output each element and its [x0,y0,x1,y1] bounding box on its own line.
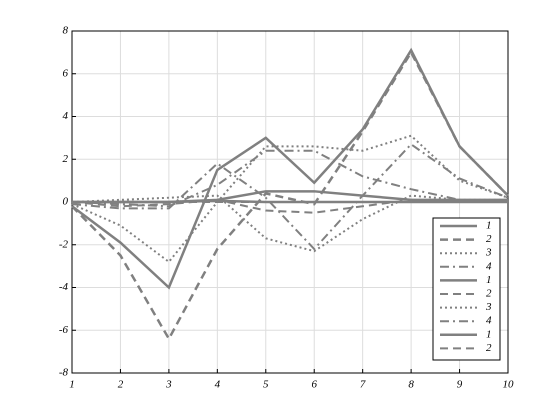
y-tick-label: -2 [59,238,69,250]
y-tick-label: 0 [63,196,69,208]
y-tick-label: -6 [59,324,69,336]
legend-label: 1 [486,220,492,232]
x-tick-label: 7 [360,379,366,391]
legend-label: 2 [486,288,492,300]
legend-label: 3 [485,301,492,313]
legend-label: 4 [486,315,492,327]
y-tick-label: -8 [59,367,69,379]
x-tick-label: 4 [215,379,221,391]
legend-label: 1 [486,328,492,340]
legend-label: 3 [485,247,492,259]
legend-label: 2 [486,342,492,354]
y-tick-label: -4 [59,281,69,293]
series-line [71,149,509,208]
series-line [71,134,509,264]
legend-label: 2 [486,233,492,245]
x-tick-label: 6 [311,379,317,391]
series-line [71,49,509,342]
series-line [71,47,509,290]
series-line [71,194,508,253]
y-tick-label: 6 [63,67,69,79]
x-tick-label: 9 [457,379,463,391]
x-tick-label: 5 [263,379,269,391]
x-tick-label: 10 [503,379,515,391]
y-tick-label: 4 [63,110,69,122]
y-tick-label: 2 [63,153,69,165]
legend-label: 4 [486,260,492,272]
x-tick-label: 2 [118,379,124,391]
legend-label: 1 [486,274,492,286]
x-tick-label: 1 [69,379,75,391]
legend-box [432,217,501,361]
y-tick-label: 8 [63,25,69,37]
x-tick-label: 8 [408,379,414,391]
x-tick-label: 3 [165,379,172,391]
